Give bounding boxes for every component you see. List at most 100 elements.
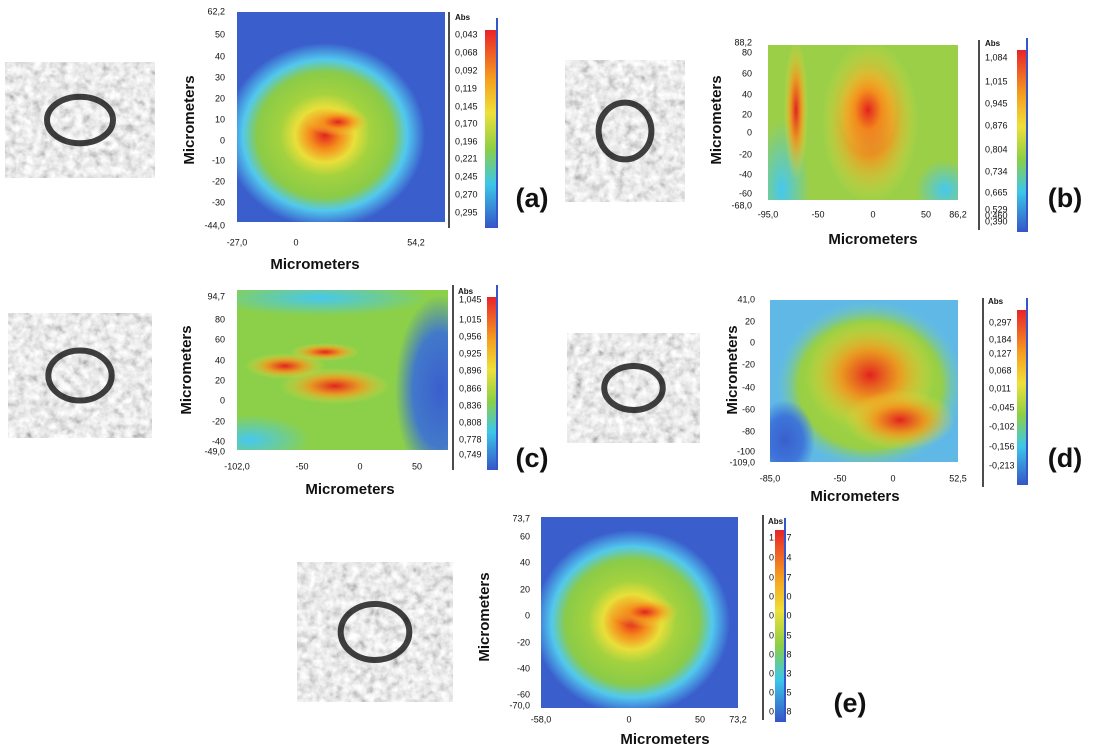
micrograph — [567, 333, 700, 443]
x-axis-label: Micrometers — [810, 488, 899, 505]
colorbar-tick-label: 0,836 — [459, 400, 482, 410]
y-tick-label: 88,2 — [734, 37, 752, 47]
heatmap-region — [755, 400, 815, 480]
x-tick-label: 52,5 — [949, 473, 967, 483]
colorbar — [487, 297, 497, 470]
y-tick-label: 60 — [520, 531, 530, 541]
micrograph — [8, 313, 152, 438]
y-tick-label: 50 — [215, 29, 225, 39]
y-tick-label: 30 — [215, 72, 225, 82]
colorbar-title: Abs — [985, 39, 1001, 48]
colorbar — [1017, 50, 1027, 232]
heatmap — [225, 12, 445, 227]
colorbar-tick-label: 0,145 — [455, 101, 478, 111]
colorbar — [775, 530, 785, 722]
heatmap-region — [225, 43, 425, 227]
x-tick-label: 0 — [293, 237, 298, 247]
y-tick-label: 20 — [215, 93, 225, 103]
y-tick-label: 40 — [215, 51, 225, 61]
y-tick-label: -20 — [212, 176, 225, 186]
colorbar-tick-label: 0,092 — [455, 65, 478, 75]
colorbar-tick-label: 0,068 — [455, 47, 478, 57]
y-tick-label: -60 — [739, 188, 752, 198]
y-tick-label: -20 — [742, 359, 755, 369]
y-tick-label: -20 — [212, 416, 225, 426]
micrograph — [297, 562, 453, 702]
colorbar-tick-label: 0,749 — [459, 449, 482, 459]
figure: 62,250403020100-10-20-30-44,0-27,0054,2M… — [0, 0, 1093, 750]
colorbar-tick-label: 0,068 — [989, 365, 1012, 375]
y-tick-label: -40 — [739, 169, 752, 179]
colorbar-tick-label: 0,196 — [455, 136, 478, 146]
x-tick-label: -50 — [833, 473, 846, 483]
panel: 88,2806040200-20-40-60-68,0-95,0-5005086… — [565, 37, 1082, 260]
heatmap-region — [838, 65, 898, 155]
heatmap — [190, 280, 485, 485]
y-tick-label: -68,0 — [731, 200, 752, 210]
colorbar-title: Abs — [455, 13, 471, 22]
x-tick-label: -58,0 — [531, 714, 552, 724]
colorbar-tick-label: 0,270 — [455, 189, 478, 199]
colorbar-tick-label: -0,045 — [989, 402, 1015, 412]
y-tick-label: -10 — [212, 155, 225, 165]
y-tick-label: -40 — [212, 436, 225, 446]
heatmap-region — [611, 597, 679, 627]
colorbar-tick-label: 0,876 — [985, 120, 1008, 130]
colorbar-tick-label: 1,045 — [459, 294, 482, 304]
x-tick-label: 0 — [890, 473, 895, 483]
x-tick-label: -27,0 — [227, 237, 248, 247]
heatmap-region — [784, 40, 808, 180]
y-tick-label: 20 — [745, 316, 755, 326]
colorbar-tick-label: 0,665 — [985, 187, 1008, 197]
colorbar-tick-label: 0,127 — [989, 348, 1012, 358]
y-tick-label: 20 — [520, 584, 530, 594]
y-tick-label: 0 — [525, 610, 530, 620]
y-tick-label: -44,0 — [204, 220, 225, 230]
colorbar-tick-label: 0,295 — [455, 207, 478, 217]
y-axis-label: Micrometers — [724, 325, 741, 414]
colorbar-tick-label: 0,808 — [459, 417, 482, 427]
y-axis-label: Micrometers — [476, 572, 493, 661]
y-tick-label: -100 — [737, 446, 755, 456]
colorbar-tick-label: 0,896 — [459, 365, 482, 375]
y-axis-label: Micrometers — [178, 325, 195, 414]
colorbar-tick-label: 0,945 — [985, 98, 1008, 108]
y-tick-label: 20 — [215, 375, 225, 385]
panel: 41,0200-20-40-60-80-100-109,0-85,0-50052… — [567, 294, 1082, 505]
y-tick-label: 80 — [215, 314, 225, 324]
colorbar-tick-label: 1,015 — [985, 76, 1008, 86]
y-tick-label: 20 — [742, 109, 752, 119]
colorbar-title: Abs — [988, 297, 1004, 306]
y-tick-label: 0 — [220, 135, 225, 145]
x-axis-label: Micrometers — [270, 256, 359, 273]
x-tick-label: 50 — [695, 714, 705, 724]
colorbar-tick-label: 1,015 — [459, 314, 482, 324]
y-tick-label: 62,2 — [207, 6, 225, 16]
y-tick-label: -70,0 — [509, 700, 530, 710]
x-axis-label: Micrometers — [620, 731, 709, 748]
y-tick-label: 40 — [520, 557, 530, 567]
colorbar-tick-label: 0,245 — [455, 171, 478, 181]
y-tick-label: -60 — [517, 689, 530, 699]
y-tick-label: -40 — [742, 382, 755, 392]
colorbar-tick-label: 0,297 — [989, 317, 1012, 327]
y-tick-label: -20 — [517, 637, 530, 647]
y-tick-label: -20 — [739, 149, 752, 159]
colorbar-tick-label: 0,170 — [455, 118, 478, 128]
colorbar-tick-label: 0,778 — [459, 434, 482, 444]
colorbar-tick-label: 0,390 — [985, 216, 1008, 226]
x-tick-label: -95,0 — [758, 209, 779, 219]
y-tick-label: -60 — [742, 404, 755, 414]
heatmap — [534, 517, 738, 714]
x-axis-label: Micrometers — [828, 231, 917, 248]
y-tick-label: 40 — [215, 355, 225, 365]
y-tick-label: -40 — [517, 663, 530, 673]
heatmap-region — [290, 343, 360, 361]
panel-letter: (d) — [1048, 443, 1082, 473]
panel-letter: (c) — [516, 443, 549, 473]
y-tick-label: -80 — [742, 426, 755, 436]
y-axis-label: Micrometers — [708, 75, 725, 164]
